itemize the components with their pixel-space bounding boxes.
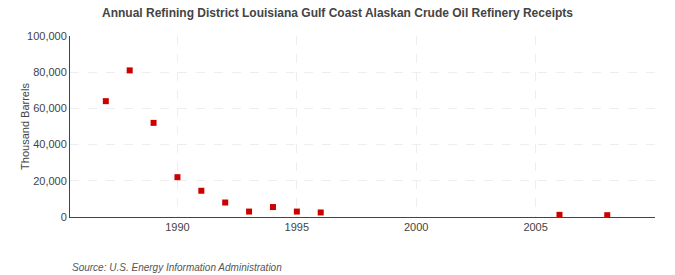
svg-text:1995: 1995: [285, 221, 309, 233]
svg-text:Annual Refining District Louis: Annual Refining District Louisiana Gulf …: [102, 6, 573, 20]
svg-text:80,000: 80,000: [33, 66, 67, 78]
svg-text:100,000: 100,000: [27, 30, 67, 42]
svg-text:Source: U.S. Energy Informatio: Source: U.S. Energy Information Administ…: [72, 262, 282, 273]
svg-text:40,000: 40,000: [33, 138, 67, 150]
svg-text:2000: 2000: [404, 221, 428, 233]
svg-text:0: 0: [61, 211, 67, 223]
svg-text:Thousand Barrels: Thousand Barrels: [19, 83, 31, 170]
svg-text:2005: 2005: [523, 221, 547, 233]
svg-text:60,000: 60,000: [33, 102, 67, 114]
svg-text:1990: 1990: [165, 221, 189, 233]
svg-text:20,000: 20,000: [33, 175, 67, 187]
